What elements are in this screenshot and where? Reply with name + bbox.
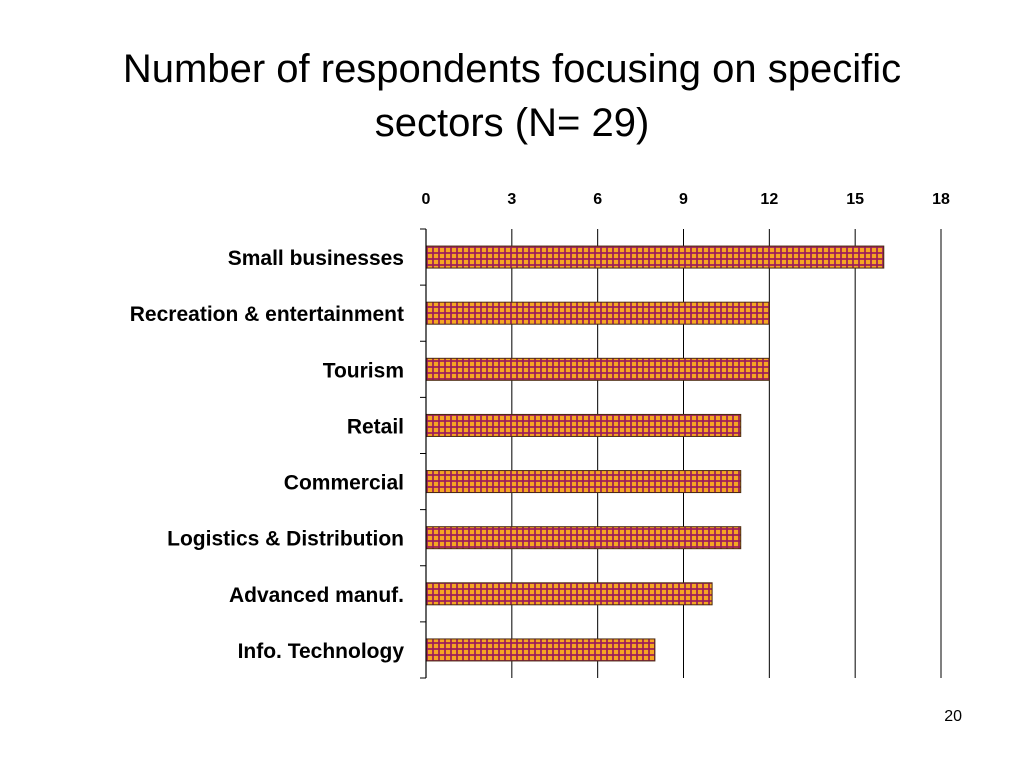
x-tick-label-6: 6	[593, 191, 602, 208]
category-label-3: Retail	[347, 415, 404, 438]
x-tick-label-18: 18	[932, 191, 950, 208]
bar-5	[425, 526, 742, 550]
bar-7	[425, 638, 656, 662]
category-label-5: Logistics & Distribution	[167, 528, 404, 551]
category-label-2: Tourism	[323, 359, 404, 382]
category-label-0: Small businesses	[228, 247, 404, 270]
x-tick-label-9: 9	[679, 191, 688, 208]
axes	[420, 228, 427, 679]
x-tick-label-0: 0	[422, 191, 431, 208]
bar-4	[425, 470, 742, 494]
category-labels: Small businesses Recreation & entertainme…	[130, 247, 405, 663]
grid-lines	[511, 229, 942, 678]
bar-6	[425, 582, 713, 606]
bars	[425, 245, 885, 662]
x-tick-label-3: 3	[507, 191, 516, 208]
tick-labels: 0 3 6 9 12 15 18	[422, 191, 950, 208]
category-label-7: Info. Technology	[238, 640, 405, 663]
category-label-1: Recreation & entertainment	[130, 303, 404, 326]
category-label-4: Commercial	[284, 472, 404, 495]
x-tick-label-12: 12	[760, 191, 778, 208]
slide-title-line-2: sectors (N= 29)	[374, 101, 650, 145]
category-label-6: Advanced manuf.	[229, 584, 404, 607]
slide-title-line-1: Number of respondents focusing on specif…	[122, 47, 902, 91]
bar-2	[425, 357, 770, 381]
slide-title: Number of respondents focusing on specif…	[0, 42, 1024, 150]
bar-1	[425, 301, 770, 325]
page-number: 20	[944, 708, 962, 725]
bar-0	[425, 245, 885, 269]
x-tick-label-15: 15	[846, 191, 864, 208]
bar-3	[425, 413, 742, 437]
